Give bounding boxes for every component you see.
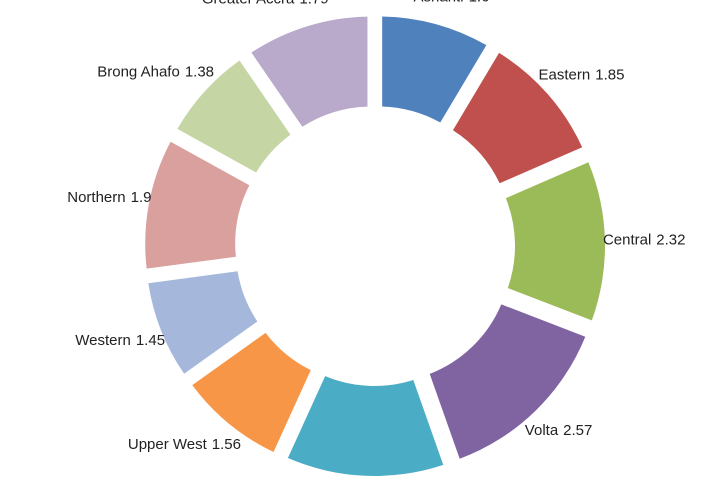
segment-category: Central: [603, 231, 651, 248]
segment-label: Western 1.45: [75, 332, 165, 349]
segment-value: 2.57: [563, 422, 592, 439]
segment-value: 1.45: [136, 332, 165, 349]
segment-value: 2.32: [656, 231, 685, 248]
donut-segment: [192, 332, 311, 453]
segment-category: Eastern: [539, 66, 591, 83]
segment-value: 1.85: [595, 66, 624, 83]
segment-value: 1.79: [299, 0, 328, 8]
segment-category: Upper West: [128, 436, 208, 453]
segment-category: Volta: [525, 422, 559, 439]
segment-value: 1.38: [185, 63, 214, 80]
segment-label: Upper West 1.56: [128, 436, 241, 453]
segment-category: Ashanti: [414, 0, 464, 5]
segment-category: Northern: [67, 189, 125, 206]
donut-segment: [382, 16, 487, 123]
donut-segment: [452, 52, 583, 184]
donut-segment: [505, 162, 605, 321]
segment-category: Brong Ahafo: [97, 63, 180, 80]
segment-label: Northern 1.9: [67, 189, 151, 206]
donut-segment: [251, 16, 368, 127]
segment-label: Ashanti 1.6: [414, 0, 490, 5]
segment-value: 1.6: [469, 0, 490, 5]
segment-value: 1.56: [212, 436, 241, 453]
segment-label: Central 2.32: [603, 231, 686, 248]
segment-category: Greater Accra: [202, 0, 295, 8]
segment-label: Volta 2.57: [525, 422, 593, 439]
segment-value: 1.9: [131, 189, 152, 206]
donut-segment: [177, 60, 291, 173]
segment-label: Eastern 1.85: [539, 66, 625, 83]
donut-segment: [287, 376, 444, 476]
donut-segment: [429, 304, 586, 459]
donut-segment: [148, 271, 258, 374]
segment-label: Brong Ahafo 1.38: [97, 63, 214, 80]
donut-segment: [145, 141, 250, 269]
segment-label: Greater Accra 1.79: [202, 0, 329, 8]
segment-category: Western: [75, 332, 131, 349]
